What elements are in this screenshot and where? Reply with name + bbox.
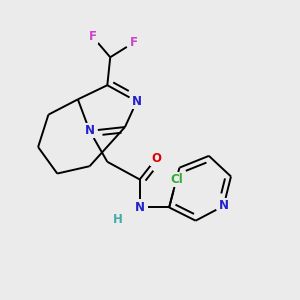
Text: H: H <box>113 213 122 226</box>
Text: N: N <box>135 201 145 214</box>
Text: F: F <box>130 36 138 49</box>
Text: N: N <box>85 124 94 137</box>
Text: N: N <box>219 200 229 212</box>
Text: O: O <box>151 152 161 165</box>
Text: Cl: Cl <box>170 173 183 186</box>
Text: N: N <box>132 95 142 108</box>
Text: F: F <box>88 30 97 43</box>
